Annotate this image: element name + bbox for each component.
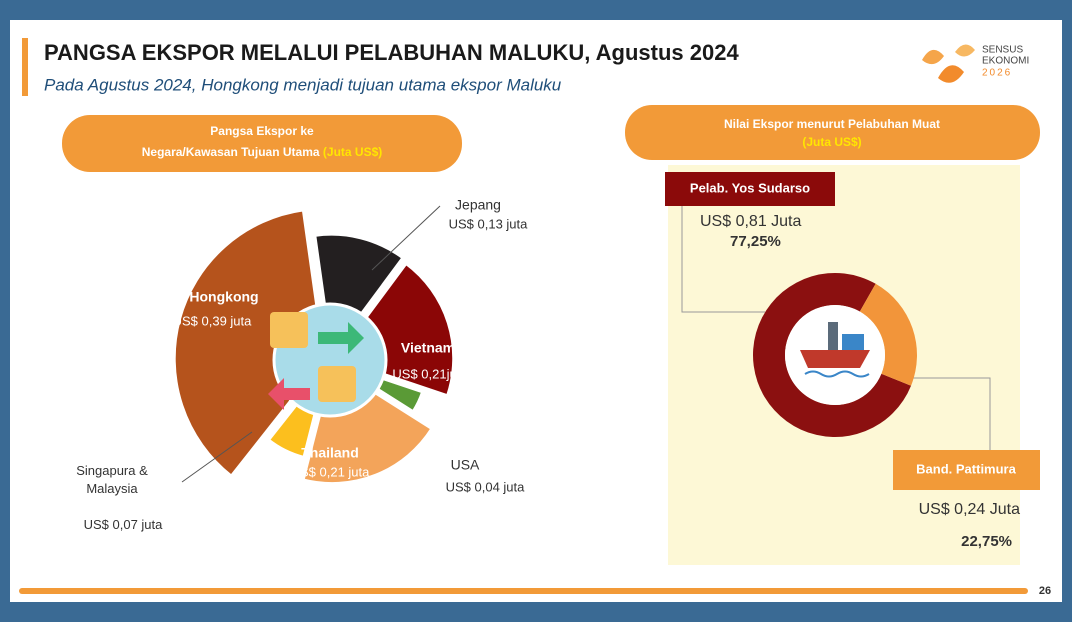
category-label: USA	[451, 457, 480, 473]
category-label: Vietnam	[401, 340, 455, 356]
leader-line	[181, 431, 253, 483]
connector	[681, 205, 765, 313]
logo: SENSUS EKONOMI 2026	[922, 44, 1029, 83]
category-box	[893, 450, 1040, 490]
page-number: 26	[1039, 585, 1051, 597]
chart-title: Pangsa Ekspor ke	[210, 124, 314, 138]
value-label: US$ 0,21juta	[392, 366, 468, 381]
chart-unit: (Juta US$)	[323, 145, 382, 159]
chart-header	[62, 115, 462, 172]
value-label: US$ 0,39 juta	[173, 313, 253, 328]
logo-text: EKONOMI	[982, 56, 1029, 67]
ship-icon	[800, 350, 870, 368]
chart-title: Negara/Kawasan Tujuan Utama (Juta US$)	[142, 145, 383, 159]
logo-mark	[955, 44, 975, 57]
pie: Jepang US$ 0,13 juta Vietnam US$ 0,21juta US…	[173, 197, 529, 495]
value-label: US$ 0,04 juta	[446, 479, 526, 494]
center-icon	[268, 378, 310, 410]
accent-bar	[22, 38, 28, 96]
category-label: Thailand	[301, 445, 359, 461]
logo-text: SENSUS	[982, 45, 1023, 56]
logo-text: 2026	[982, 68, 1012, 79]
category-label: Band. Pattimura	[916, 461, 1016, 476]
chart-unit: (Juta US$)	[802, 135, 861, 149]
logo-mark	[922, 49, 944, 65]
connector	[905, 377, 991, 450]
donut-slice	[859, 283, 918, 386]
logo-mark	[938, 65, 964, 83]
ship-icon	[804, 370, 870, 378]
donut-slice	[752, 272, 912, 437]
value-label: US$ 0,13 juta	[449, 216, 529, 231]
page-title: PANGSA EKSPOR MELALUI PELABUHAN MALUKU, …	[44, 40, 739, 65]
value-label: US$ 0,07 juta	[83, 517, 163, 532]
ship-icon	[828, 322, 838, 350]
chart-title: Negara/Kawasan Tujuan Utama	[142, 145, 320, 159]
category-label: Hongkong	[189, 289, 258, 305]
chart-header	[625, 105, 1040, 160]
ship-icon	[842, 334, 864, 350]
percent-label: 22,75%	[961, 533, 1012, 550]
value-label: US$ 0,24 Juta	[919, 501, 1021, 518]
category-label: Singapura & Malaysia	[76, 463, 148, 496]
leader-line	[371, 205, 441, 271]
category-label: Jepang	[455, 197, 501, 213]
category-label: Pelab. Yos Sudarso	[690, 180, 810, 195]
value-label: US$ 0,21 juta	[291, 464, 371, 479]
percent-label: 77,25%	[730, 233, 781, 250]
page-subtitle: Pada Agustus 2024, Hongkong menjadi tuju…	[44, 75, 562, 94]
donut: Pelab. Yos Sudarso US$ 0,81 Juta 77,25% Ban…	[665, 172, 1040, 550]
value-label: US$ 0,81 Juta	[700, 213, 802, 230]
chart-title: Nilai Ekspor menurut Pelabuhan Muat	[724, 117, 940, 131]
category-box	[665, 172, 835, 206]
center-icon	[270, 312, 308, 348]
center-icon	[318, 366, 356, 402]
center-icon	[318, 322, 364, 354]
pie-slice	[172, 208, 326, 479]
